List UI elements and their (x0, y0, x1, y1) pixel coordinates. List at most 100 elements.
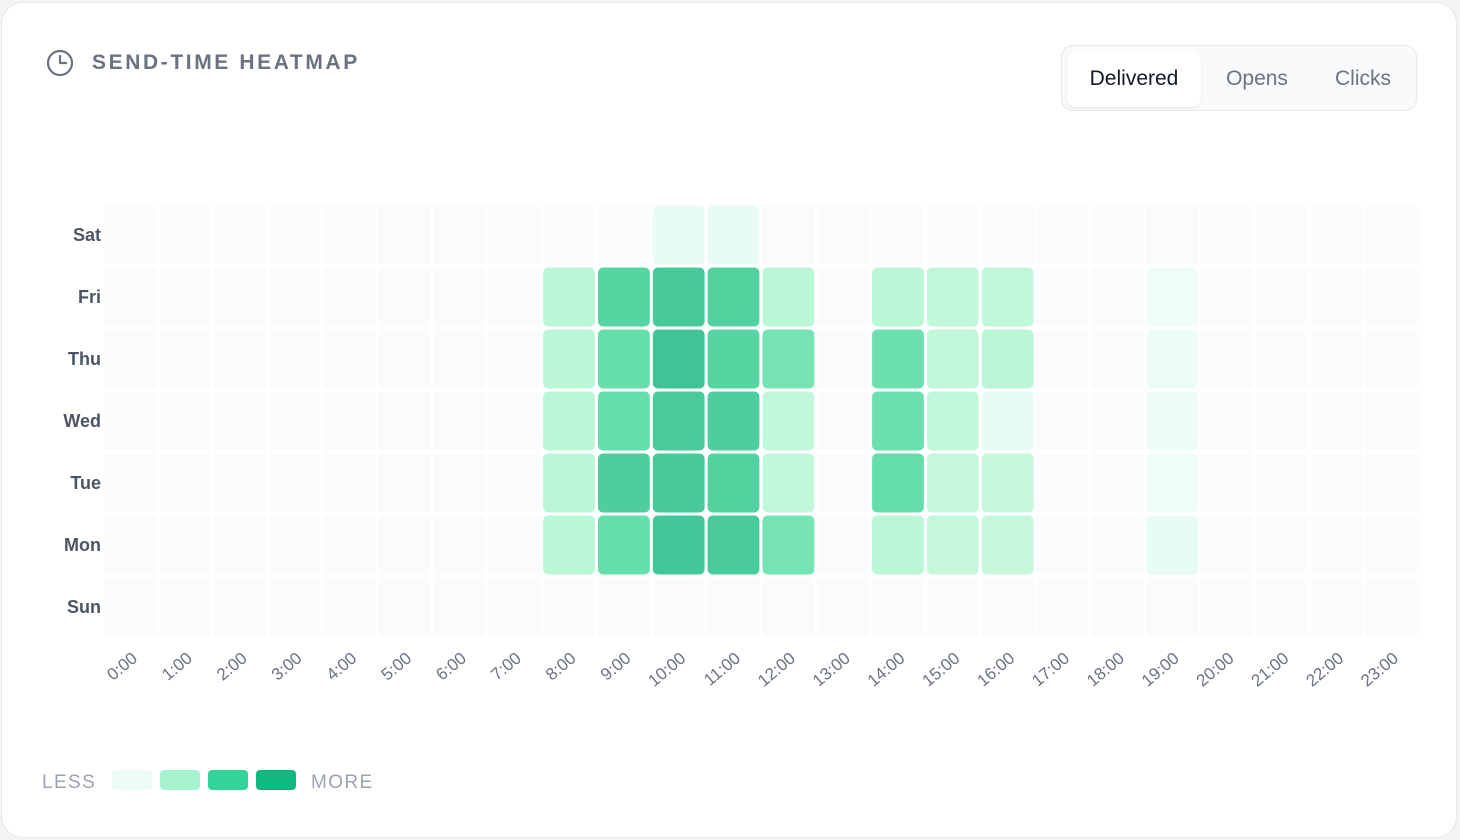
heatmap-cell-fri-10 (652, 267, 705, 327)
heatmap-cell-thu-10 (652, 329, 705, 389)
hour-label-13: 13:00 (809, 649, 854, 691)
heatmap-cell-sun-0 (104, 577, 157, 637)
heatmap-cell-mon-8 (543, 515, 595, 575)
hour-label-18: 18:00 (1083, 649, 1128, 691)
legend-swatch-2 (160, 770, 200, 790)
heatmap-cell-sat-16 (981, 205, 1034, 265)
heatmap-cell-thu-11 (707, 329, 760, 389)
heatmap-cell-thu-14 (872, 329, 924, 389)
heatmap-cell-wed-15 (926, 391, 979, 451)
heatmap-cell-sat-7 (488, 205, 541, 265)
heatmap-chart: Sat Fri Thu Wed Tue Mon Sun 0:00 1:00 2:00 3:00 4:0… (63, 205, 1418, 691)
heatmap-cell-fri-19 (1146, 267, 1199, 327)
heatmap-cell-fri-15 (926, 267, 979, 327)
heatmap-cell-sat-4 (323, 205, 376, 265)
heatmap-cell-thu-5 (378, 329, 431, 389)
heatmap-cell-sun-3 (269, 577, 321, 637)
heatmap-cell-mon-9 (598, 515, 650, 575)
heatmap-cell-thu-20 (1201, 329, 1253, 389)
heatmap-cell-mon-18 (1091, 515, 1144, 575)
hour-label-1: 1:00 (158, 649, 196, 685)
heatmap-cell-sat-3 (269, 205, 321, 265)
heatmap-cell-mon-17 (1036, 515, 1089, 575)
hour-label-17: 17:00 (1028, 649, 1073, 691)
heatmap-cell-thu-17 (1036, 329, 1089, 389)
heatmap-cell-mon-3 (269, 515, 321, 575)
heatmap-cell-thu-7 (488, 329, 541, 389)
heatmap-cell-tue-3 (269, 453, 321, 513)
heatmap-cell-fri-4 (323, 267, 376, 327)
heatmap-cell-wed-16 (981, 391, 1034, 451)
heatmap-cell-fri-6 (433, 267, 486, 327)
heatmap-cell-sun-16 (981, 577, 1034, 637)
heatmap-cell-sat-0 (104, 205, 157, 265)
heatmap-cell-sat-6 (433, 205, 486, 265)
heatmap-cell-sun-20 (1201, 577, 1253, 637)
hour-label-15: 15:00 (919, 649, 964, 691)
heatmap-cell-mon-6 (433, 515, 486, 575)
heatmap-cell-wed-5 (378, 391, 431, 451)
hour-label-11: 11:00 (700, 649, 744, 690)
heatmap-cell-thu-4 (323, 329, 376, 389)
heatmap-cell-sun-10 (652, 577, 705, 637)
heatmap-cell-thu-21 (1255, 329, 1308, 389)
heatmap-cell-tue-15 (926, 453, 979, 513)
heatmap-cell-fri-5 (378, 267, 431, 327)
heatmap-cell-wed-23 (1365, 391, 1418, 451)
heatmap-cell-sun-19 (1146, 577, 1199, 637)
tab-delivered[interactable]: Delivered (1067, 51, 1201, 107)
heatmap-cell-wed-17 (1036, 391, 1089, 451)
heatmap-cell-sun-5 (378, 577, 431, 637)
day-label-sat: Sat (73, 225, 101, 245)
heatmap-cell-mon-2 (214, 515, 266, 575)
heatmap-cell-fri-21 (1255, 267, 1308, 327)
heatmap-cell-sat-13 (817, 205, 870, 265)
hour-label-21: 21:00 (1248, 649, 1293, 691)
heatmap-cell-wed-21 (1255, 391, 1308, 451)
heatmap-cell-wed-1 (159, 391, 212, 451)
heatmap-cell-mon-16 (981, 515, 1034, 575)
heatmap-cell-sun-17 (1036, 577, 1089, 637)
heatmap-cell-thu-8 (543, 329, 595, 389)
heatmap-cell-sat-18 (1091, 205, 1144, 265)
heatmap-cell-tue-18 (1091, 453, 1144, 513)
heatmap-cell-tue-0 (104, 453, 157, 513)
heatmap-cell-sun-6 (433, 577, 486, 637)
heatmap-cell-fri-17 (1036, 267, 1089, 327)
heatmap-cell-sat-22 (1310, 205, 1363, 265)
heatmap-cell-sat-17 (1036, 205, 1089, 265)
heatmap-cell-tue-22 (1310, 453, 1363, 513)
heatmap-cell-tue-13 (817, 453, 870, 513)
tab-clicks[interactable]: Clicks (1335, 67, 1391, 90)
heatmap-cell-tue-17 (1036, 453, 1089, 513)
heatmap-cell-wed-6 (433, 391, 486, 451)
heatmap-cell-wed-20 (1201, 391, 1253, 451)
heatmap-cell-tue-19 (1146, 453, 1199, 513)
hour-label-12: 12:00 (754, 649, 799, 691)
heatmap-cell-mon-0 (104, 515, 157, 575)
heatmap-cell-wed-22 (1310, 391, 1363, 451)
heatmap-cell-sat-11 (707, 205, 760, 265)
hour-label-0: 0:00 (103, 649, 141, 685)
heatmap-cell-mon-20 (1201, 515, 1253, 575)
hour-label-14: 14:00 (864, 649, 909, 691)
heatmap-cell-sat-10 (652, 205, 705, 265)
day-label-fri: Fri (78, 287, 101, 307)
tab-opens[interactable]: Opens (1226, 67, 1288, 90)
heatmap-cell-sat-9 (598, 205, 650, 265)
hour-label-23: 23:00 (1357, 649, 1402, 691)
heatmap-cell-thu-9 (598, 329, 650, 389)
heatmap-cell-wed-0 (104, 391, 157, 451)
legend-less-label: LESS (42, 772, 97, 793)
heatmap-cell-tue-5 (378, 453, 431, 513)
heatmap-cell-thu-12 (762, 329, 815, 389)
heatmap-cell-mon-19 (1146, 515, 1199, 575)
heatmap-cell-mon-11 (707, 515, 760, 575)
heatmap-cell-tue-20 (1201, 453, 1253, 513)
heatmap-cell-sat-12 (762, 205, 815, 265)
heatmap-cell-tue-7 (488, 453, 541, 513)
heatmap-cell-wed-19 (1146, 391, 1199, 451)
heatmap-cell-tue-1 (159, 453, 212, 513)
heatmap-cell-thu-1 (159, 329, 212, 389)
heatmap-cell-wed-13 (817, 391, 870, 451)
